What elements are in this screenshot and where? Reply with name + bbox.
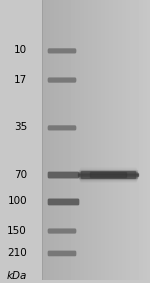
Bar — [79, 170, 137, 171]
Bar — [82, 187, 134, 188]
Bar — [82, 163, 134, 164]
Bar — [79, 171, 137, 172]
Bar — [48, 199, 78, 204]
Text: 70: 70 — [14, 170, 27, 180]
Bar — [82, 162, 134, 163]
Bar — [48, 172, 78, 177]
Bar — [48, 229, 75, 232]
Bar — [90, 172, 126, 177]
Text: 150: 150 — [7, 226, 27, 236]
Bar — [78, 174, 138, 175]
Bar — [80, 181, 136, 182]
Bar — [80, 182, 135, 183]
Bar — [48, 78, 75, 81]
Text: 10: 10 — [14, 45, 27, 55]
Bar — [81, 165, 135, 166]
Text: 17: 17 — [14, 75, 27, 85]
Bar — [81, 166, 135, 167]
Bar — [80, 168, 136, 169]
Text: 100: 100 — [7, 196, 27, 206]
Bar — [82, 186, 134, 187]
Bar — [79, 177, 137, 178]
Bar — [82, 188, 134, 189]
Text: kDa: kDa — [7, 271, 27, 281]
Bar — [81, 184, 135, 185]
Bar — [81, 183, 135, 184]
Bar — [80, 180, 136, 181]
Bar — [80, 169, 136, 170]
Bar — [48, 49, 75, 52]
Bar — [82, 161, 134, 162]
Bar — [79, 178, 137, 179]
Bar — [48, 126, 75, 129]
Bar — [79, 172, 137, 173]
Bar — [48, 251, 75, 255]
Bar — [81, 171, 135, 178]
Text: 35: 35 — [14, 122, 27, 132]
Bar — [80, 179, 136, 180]
Bar — [78, 175, 138, 176]
Text: 210: 210 — [7, 248, 27, 258]
